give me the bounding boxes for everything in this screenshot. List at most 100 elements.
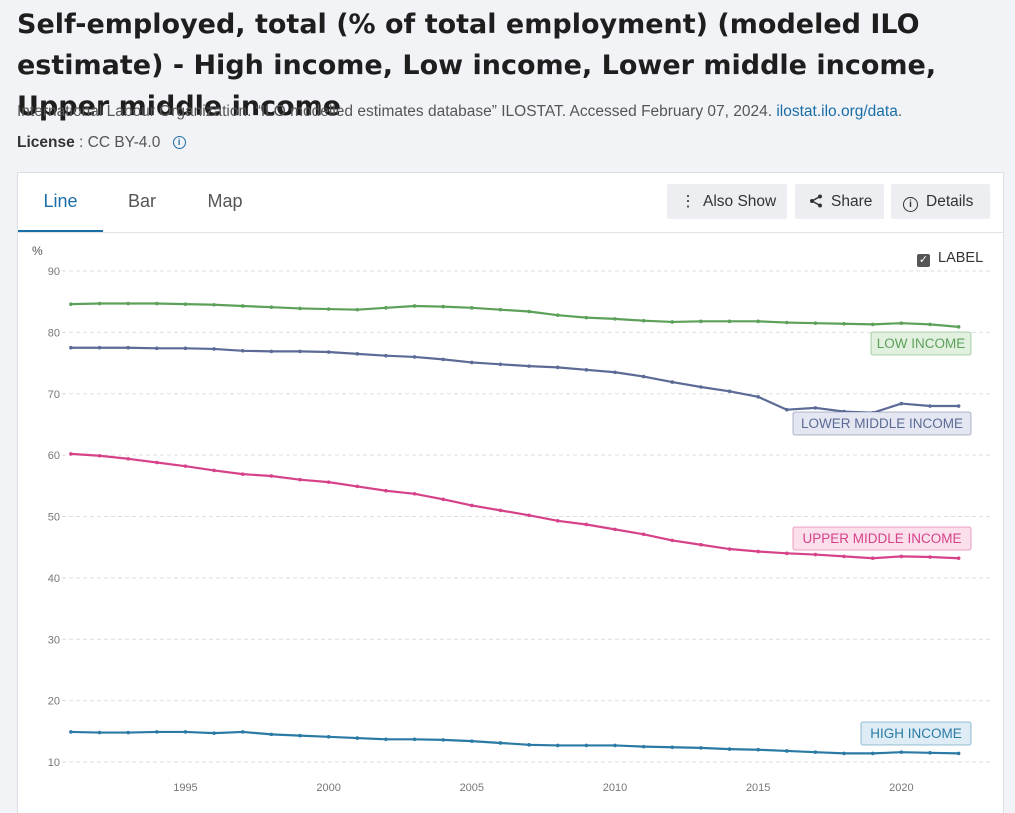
data-point (441, 738, 445, 742)
kebab-menu-icon: ⋮ (680, 193, 696, 210)
data-point (155, 346, 159, 351)
series-label: LOW INCOME (877, 336, 966, 351)
data-point (183, 346, 188, 351)
checkbox-checked-icon[interactable]: ✓ (917, 254, 930, 267)
page-title: Self-employed, total (% of total employm… (17, 9, 937, 122)
data-point (699, 746, 703, 750)
data-point (298, 733, 302, 738)
data-point (384, 737, 388, 742)
data-point (183, 730, 188, 734)
data-point (756, 395, 760, 399)
data-point (527, 743, 531, 747)
data-point (670, 320, 675, 324)
data-point (956, 556, 961, 561)
source-citation: International Labour Organization. “ILO … (17, 103, 902, 121)
data-point (326, 480, 331, 484)
data-point (756, 549, 760, 554)
data-point (555, 365, 560, 370)
data-point (641, 532, 646, 537)
data-point (727, 747, 732, 751)
tab-map[interactable]: Map (207, 191, 243, 211)
data-point (298, 306, 302, 311)
data-point (842, 321, 846, 326)
series-label: HIGH INCOME (870, 726, 962, 741)
details-button[interactable]: i Details (891, 184, 990, 219)
details-label: Details (926, 193, 974, 210)
data-point (928, 404, 932, 408)
license-line: License : CC BY-4.0 i (17, 134, 186, 152)
series-line (70, 730, 959, 755)
data-point (928, 555, 932, 559)
data-point (785, 551, 789, 556)
data-point (527, 364, 531, 368)
data-point (899, 554, 904, 559)
data-point (412, 491, 417, 496)
data-point (727, 389, 732, 394)
series-line (70, 302, 959, 328)
also-show-button[interactable]: ⋮ Also Show (667, 184, 787, 219)
data-point (441, 357, 445, 362)
chart-tabbar: Line Bar Map ⋮ Also Show Share i Details (18, 173, 1003, 233)
data-point (240, 348, 245, 353)
data-point (928, 322, 932, 327)
license-label: License (17, 134, 75, 151)
data-point (555, 518, 560, 523)
data-point (97, 345, 102, 350)
data-point (756, 319, 760, 324)
data-point (670, 380, 675, 384)
data-point (240, 472, 245, 476)
data-point (97, 301, 102, 306)
info-icon[interactable]: i (172, 136, 186, 149)
y-tick-label: 80 (48, 327, 60, 339)
data-point (584, 315, 589, 320)
data-point (126, 301, 130, 306)
data-point (956, 325, 961, 329)
data-point (355, 307, 360, 312)
data-point (355, 484, 360, 489)
data-point (355, 352, 360, 356)
data-point (212, 468, 216, 473)
data-point (899, 401, 904, 406)
also-show-label: Also Show (703, 193, 777, 210)
data-point (126, 345, 130, 350)
tab-bar[interactable]: Bar (127, 191, 156, 211)
y-tick-label: 90 (48, 266, 60, 278)
data-point (584, 743, 589, 748)
label-toggle[interactable]: ✓ LABEL (917, 250, 983, 267)
series-label-box (870, 331, 972, 356)
y-tick-label: 10 (48, 757, 60, 769)
data-point (699, 542, 703, 547)
share-button[interactable]: Share (795, 184, 884, 219)
data-point (183, 464, 188, 468)
data-point (269, 474, 274, 478)
x-tick-label: 2005 (460, 782, 484, 794)
data-point (699, 385, 703, 389)
data-point (899, 750, 904, 754)
data-point (870, 322, 875, 327)
tab-line[interactable]: Line (18, 173, 103, 232)
y-tick-label: 70 (48, 389, 60, 401)
data-point (813, 406, 818, 410)
data-point (813, 552, 818, 557)
source-link[interactable]: ilostat.ilo.org/data (776, 103, 898, 120)
data-point (212, 302, 216, 307)
data-point (842, 751, 846, 756)
data-point (326, 735, 331, 739)
y-tick-label: 20 (48, 696, 60, 708)
data-point (412, 737, 417, 742)
data-point (498, 362, 503, 367)
data-point (155, 301, 159, 306)
data-point (69, 302, 73, 306)
data-point (269, 305, 274, 310)
data-point (498, 741, 503, 745)
data-point (613, 743, 617, 748)
data-point (97, 730, 102, 735)
data-point (412, 304, 417, 308)
data-point (384, 306, 388, 310)
data-point (126, 457, 130, 461)
source-end: . (897, 103, 903, 120)
data-point (384, 488, 388, 493)
data-point (470, 306, 474, 310)
data-point (813, 750, 818, 754)
data-point (412, 355, 417, 359)
